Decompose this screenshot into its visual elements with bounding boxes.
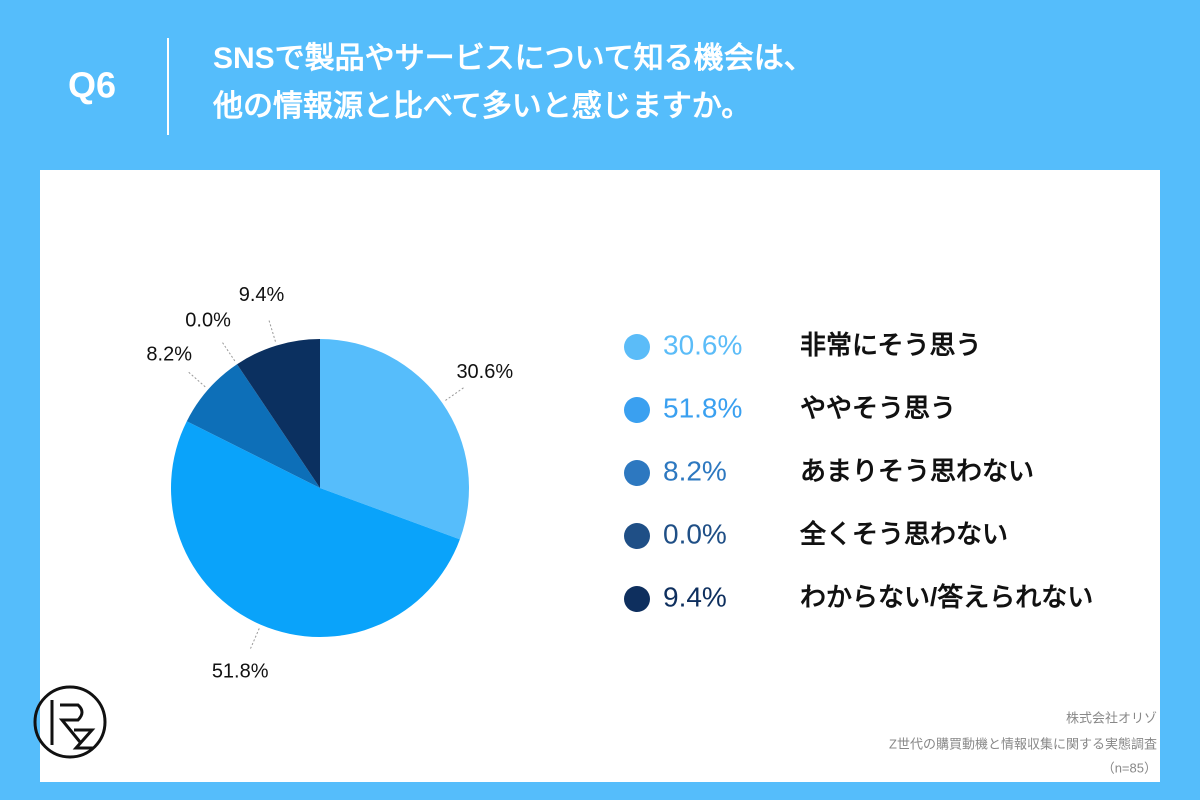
pie-slice: [171, 421, 460, 637]
leader-line: [268, 318, 276, 342]
legend-value: 8.2%: [663, 455, 727, 486]
legend-marker: [624, 460, 650, 486]
pie-slice: [237, 339, 320, 488]
legend-value: 51.8%: [663, 392, 742, 423]
legend-value: 0.0%: [663, 518, 727, 549]
legend-label: ややそう思う: [800, 393, 956, 423]
footer-survey: Z世代の購買動機と情報収集に関する実態調査: [889, 736, 1157, 751]
legend-marker: [624, 523, 650, 549]
data-label: 8.2%: [146, 343, 192, 365]
legend-value: 30.6%: [663, 329, 742, 360]
pie-slice: [320, 339, 469, 540]
question-number: Q6: [68, 65, 116, 106]
leader-line: [186, 370, 206, 388]
leader-line: [249, 628, 260, 651]
title-line: SNSで製品やサービスについて知る機会は、: [213, 42, 814, 75]
leader-line: [445, 386, 466, 401]
footer-sample: （n=85）: [1102, 760, 1157, 775]
legend-label: わからない/答えられない: [800, 582, 1093, 612]
data-label: 0.0%: [185, 309, 231, 331]
legend-marker: [624, 586, 650, 612]
data-label: 9.4%: [239, 284, 285, 306]
title-line: 他の情報源と比べて多いと感じますか。: [212, 90, 751, 123]
legend-label: あまりそう思わない: [800, 456, 1034, 486]
leader-line: [221, 340, 236, 362]
legend-value: 9.4%: [663, 581, 727, 612]
footer-company: 株式会社オリゾ: [1066, 710, 1157, 725]
pie-slice: [237, 364, 320, 488]
logo: [33, 685, 107, 759]
legend-marker: [624, 334, 650, 360]
data-label: 30.6%: [456, 361, 513, 383]
legend-marker: [624, 397, 650, 423]
legend-label: 全くそう思わない: [799, 519, 1008, 549]
legend-label: 非常にそう思う: [800, 330, 981, 360]
pie-slice: [186, 364, 320, 488]
data-label: 51.8%: [212, 661, 269, 683]
